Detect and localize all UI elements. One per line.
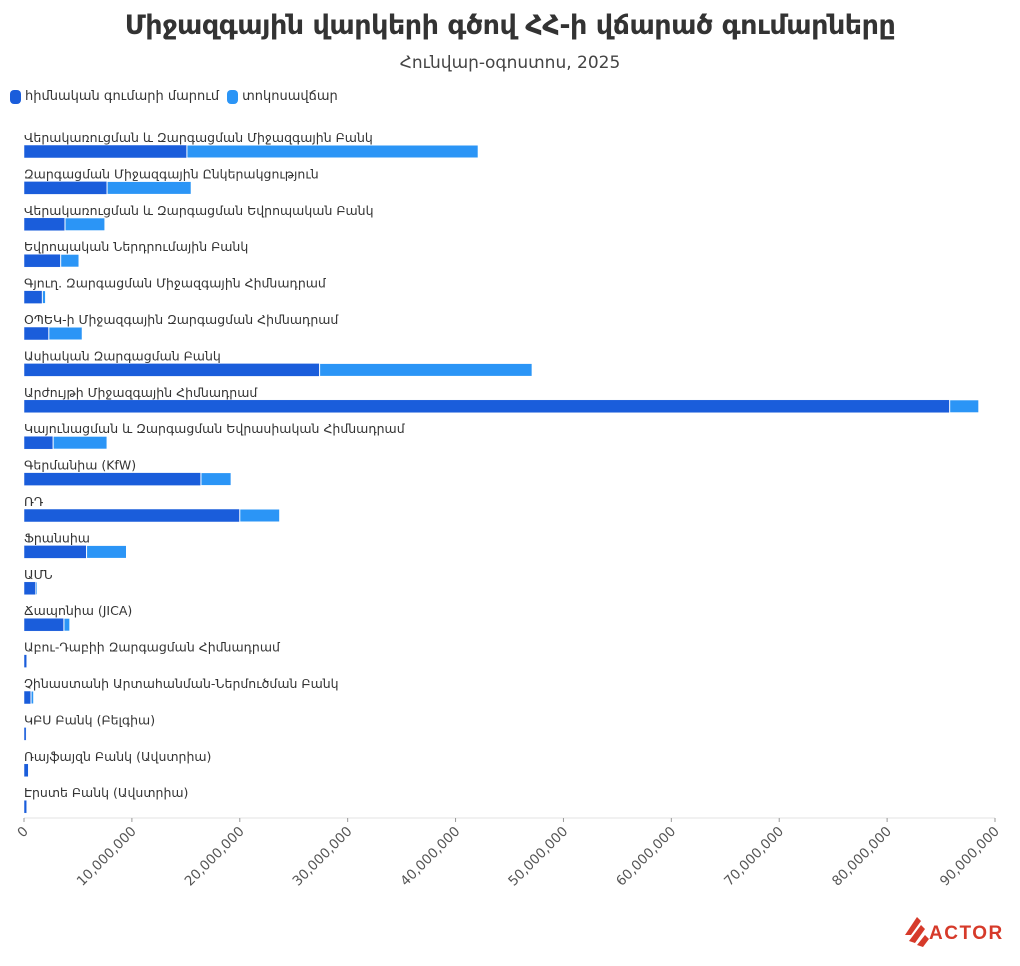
category-label: Չինաստանի Արտահանման-Ներմուծման Բանկ [24,676,339,691]
legend-item-principal[interactable]: հիմնական գումարի մարում [10,89,219,104]
x-tick-label: 60,000,000 [613,824,679,890]
category-label: Էրստե Բանկ (Ավստրիա) [24,785,188,800]
bar-interest [239,508,281,523]
legend-swatch-principal [10,89,21,104]
bar-principal [23,799,27,814]
bar-principal [23,508,241,523]
category-label: Կայունացման և Զարգացման Եվրասիական Հիմնա… [24,421,406,436]
x-tick-label: 90,000,000 [937,824,1003,890]
bar-principal [23,435,54,450]
bar-interest [64,217,106,232]
bar-principal [23,399,950,414]
bar-principal [23,253,61,268]
bar-interest [41,290,47,305]
bar-principal [23,472,202,486]
bar-interest [30,690,35,705]
bar-principal [23,217,66,232]
svg-text:ACTOR: ACTOR [929,923,1004,944]
bar-interest [186,144,479,159]
category-label: ԿԲՍ Բանկ (Բելգիա) [24,712,155,727]
legend-label-interest: տոկոսավճար [242,89,338,104]
bar-principal [23,690,32,705]
bar-interest [949,399,980,414]
legend-label-principal: հիմնական գումարի մարում [25,89,220,104]
bar-principal [23,617,65,632]
category-label: Ֆրանսիա [24,530,90,545]
x-tick-label: 50,000,000 [505,824,571,890]
legend-swatch-interest [227,89,239,104]
bar-principal [23,763,29,778]
category-label: Ասիական Զարգացման Բանկ [24,348,221,363]
bar-principal [23,654,27,668]
x-tick-label: 30,000,000 [290,824,356,890]
legend-item-interest[interactable]: տոկոսավճար [227,89,338,104]
category-label: Արժույթի Միջազգային Հիմնադրամ [24,385,258,400]
chart-title: Միջազգային վարկերի գծով ՀՀ-ի վճարած գում… [124,10,896,41]
category-label: Վերակառուցման և Զարգացման Միջազգային Բան… [24,130,373,145]
category-label: ՕՊԵԿ-ի Միջազգային Զարգացման Հիմնադրամ [24,312,339,327]
actor-logo: ACTOR [905,917,1004,947]
x-tick-label: 70,000,000 [721,824,787,890]
category-label: Զարգացման Միջազգային Ընկերակցություն [24,166,319,181]
bar-interest [48,326,83,341]
bar-interest [106,180,192,195]
bar-principal [23,581,37,596]
x-tick-label: 10,000,000 [74,824,140,890]
x-tick-label: 40,000,000 [397,824,463,890]
x-tick-label: 20,000,000 [182,824,248,890]
chart-subtitle: Հունվար-օգոստոս, 2025 [399,53,621,73]
bar-principal [23,181,108,195]
category-label: Գերմանիա (KfW) [24,458,136,473]
bar-principal [23,363,320,377]
bar-principal [23,545,87,559]
logo-mark-icon [905,917,929,947]
category-label: Վերակառուցման և Զարգացման Եվրոպական Բանկ [24,203,374,218]
bar-chart: Վերակառուցման և Զարգացման Միջազգային Բան… [14,130,1003,890]
bar-interest [319,362,533,377]
category-label: Եվրոպական Ներդրումային Բանկ [24,239,248,254]
legend: հիմնական գումարի մարում տոկոսավճար [10,89,346,104]
bar-interest [63,617,71,632]
bar-interest [200,472,232,487]
x-tick-label: 80,000,000 [829,824,895,890]
x-tick-label: 0 [14,824,31,841]
bar-interest [52,435,108,450]
bar-interest [35,581,38,596]
category-label: Գյուղ. Զարգացման Միջազգային Հիմնադրամ [24,276,327,291]
category-label: Ռայֆայզն Բանկ (Ավստրիա) [24,749,211,764]
bar-principal [23,144,188,159]
bar-principal [23,727,27,741]
bar-principal [23,290,43,304]
bar-principal [23,326,50,341]
bar-interest [86,544,127,559]
bar-interest [60,253,80,268]
category-label: ԱՄՆ [24,567,53,582]
category-label: ՌԴ [24,494,44,509]
category-label: Ճապոնիա (JICA) [24,603,132,618]
category-label: Աբու-Դաբիի Զարգացման Հիմնադրամ [24,640,281,655]
